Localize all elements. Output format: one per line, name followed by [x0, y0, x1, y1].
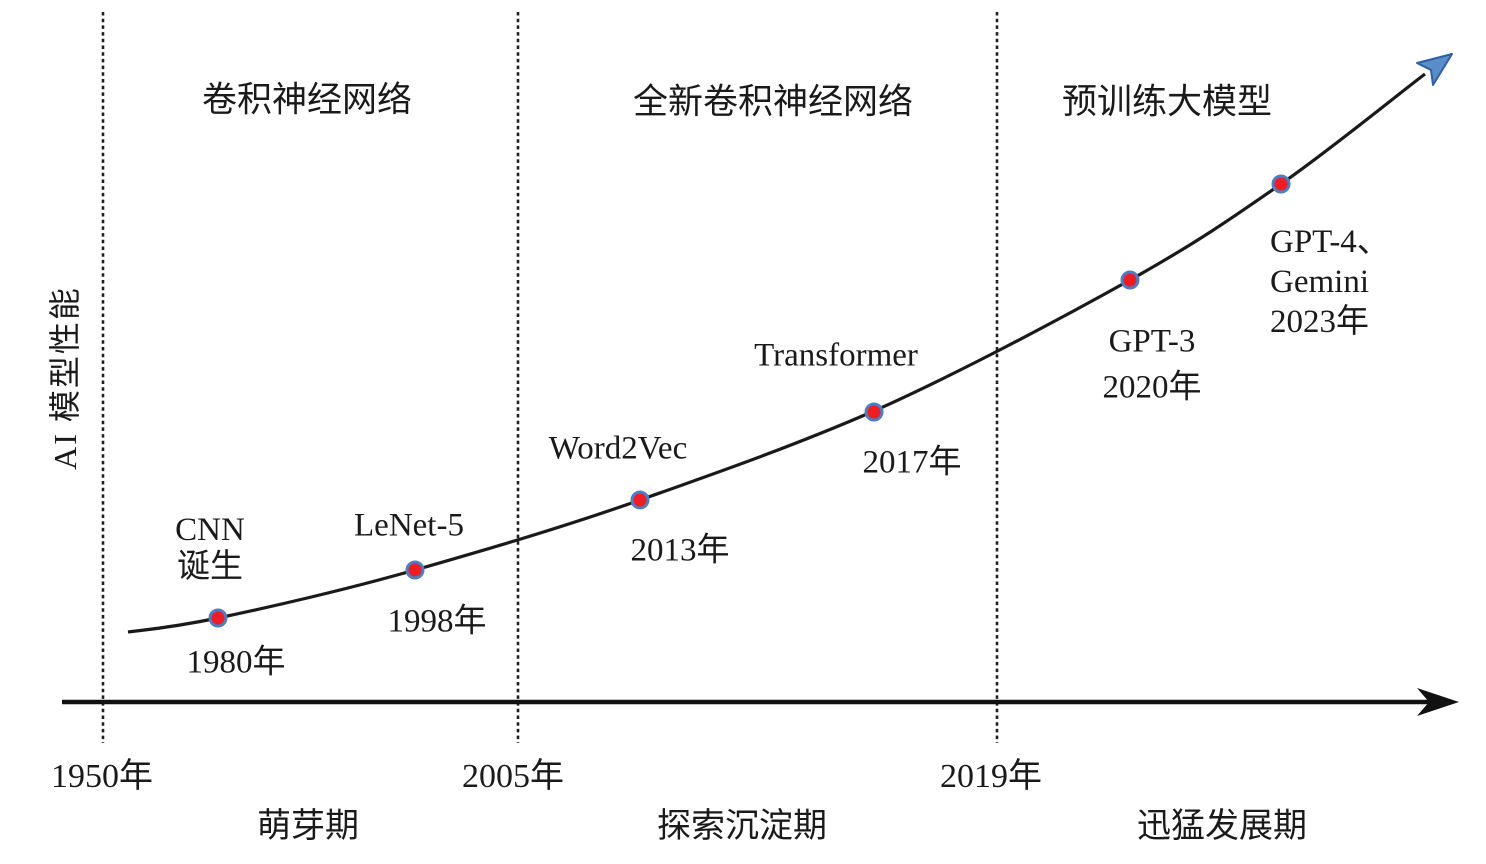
milestone-point-gpt4	[1271, 174, 1291, 194]
phase-label-germination: 萌芽期	[257, 807, 359, 845]
x-tick-2005: 2005年	[462, 757, 564, 795]
milestone-point-transformer	[864, 402, 884, 422]
milestone-label-gpt4-block: GPT-4、 Gemini 2023年	[1270, 222, 1390, 342]
milestone-year-gpt4: 2023年	[1270, 304, 1369, 340]
milestone-year-transformer: 2017年	[862, 444, 962, 481]
milestone-year-lenet5: 1998年	[387, 603, 487, 640]
y-axis-label: AI 模型性能	[47, 286, 83, 470]
x-axis-arrow-icon	[1417, 688, 1459, 716]
milestone-label-cnn: CNN 诞生	[175, 512, 245, 586]
era-label-cnn: 卷积神经网络	[201, 80, 413, 120]
milestone-label-cnn-line2: 诞生	[177, 549, 243, 585]
milestone-year-gpt3: 2020年	[1102, 369, 1202, 406]
x-tick-2019: 2019年	[940, 757, 1042, 795]
milestone-point-word2vec	[630, 490, 650, 510]
x-tick-1950: 1950年	[51, 757, 153, 795]
milestone-label-cnn-line1: CNN	[175, 512, 245, 548]
milestone-point-lenet5	[405, 560, 425, 580]
curve-arrow-icon	[1416, 53, 1453, 86]
milestone-label-word2vec: Word2Vec	[548, 430, 688, 467]
milestone-label-gpt3: GPT-3	[1108, 323, 1196, 360]
milestone-point-cnn	[208, 608, 228, 628]
milestone-label-transformer: Transformer	[754, 337, 918, 374]
performance-curve	[127, 72, 1426, 634]
era-label-new-cnn: 全新卷积神经网络	[632, 82, 914, 122]
phase-label-exploration: 探索沉淀期	[657, 807, 827, 845]
milestone-year-word2vec: 2013年	[630, 532, 730, 569]
milestone-label-gpt4-line2: Gemini	[1270, 264, 1369, 300]
era-label-pretrained: 预训练大模型	[1061, 82, 1273, 122]
milestone-label-lenet5: LeNet-5	[354, 507, 464, 544]
milestone-label-gpt4-line1: GPT-4、	[1270, 224, 1390, 260]
milestone-year-cnn: 1980年	[186, 644, 286, 681]
milestone-point-gpt3	[1120, 270, 1140, 290]
phase-label-rapid-growth: 迅猛发展期	[1137, 807, 1307, 845]
